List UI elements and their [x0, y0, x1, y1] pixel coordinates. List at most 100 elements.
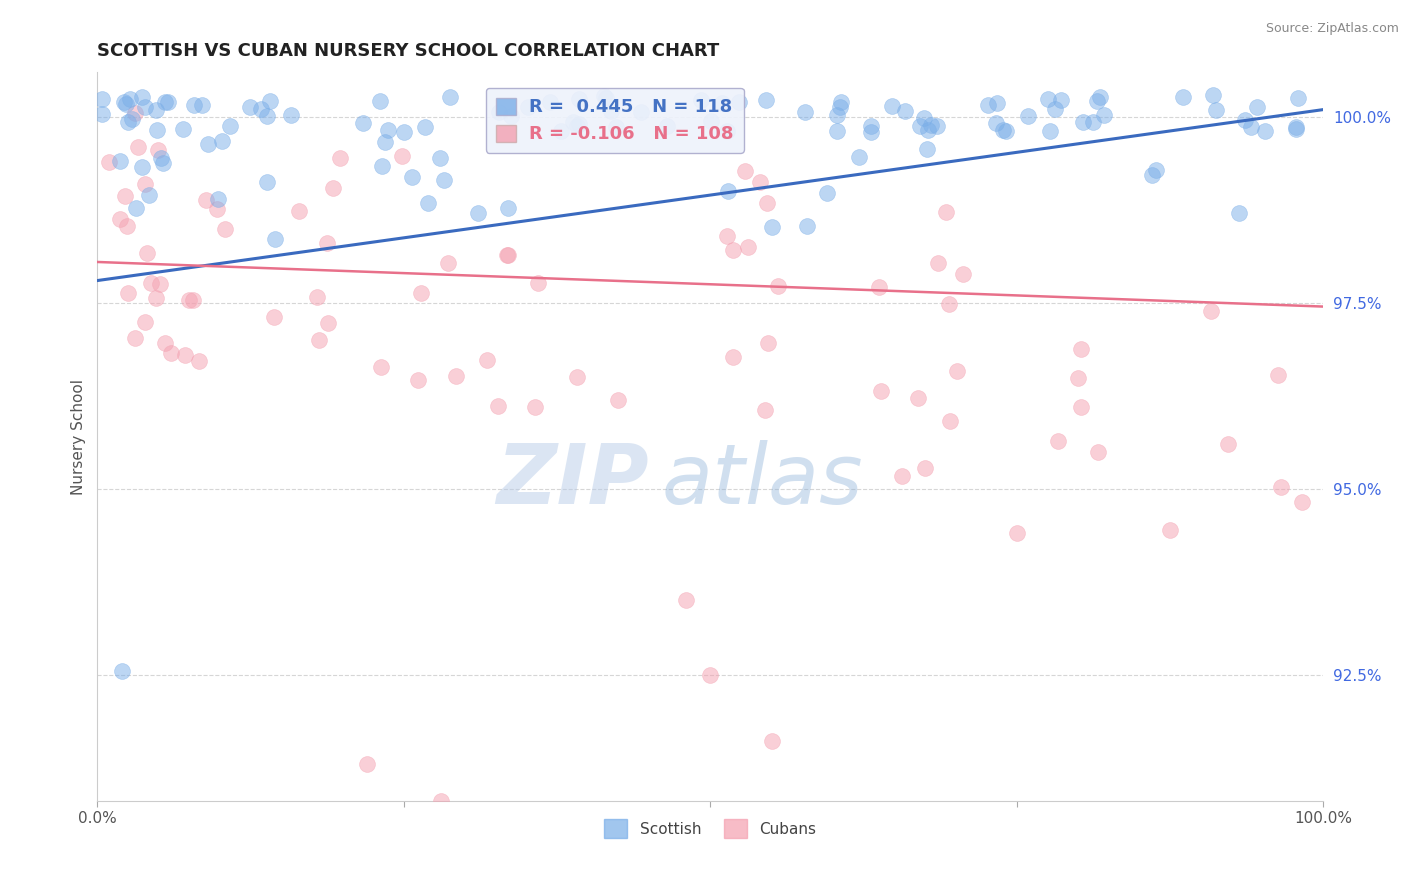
Point	[197, 136, 219, 151]
Text: atlas: atlas	[661, 440, 863, 521]
Point	[945, 364, 967, 378]
Point	[316, 235, 339, 250]
Point	[374, 135, 396, 149]
Point	[1087, 445, 1109, 459]
Point	[173, 348, 195, 362]
Point	[115, 96, 138, 111]
Point	[280, 108, 302, 122]
Point	[984, 116, 1007, 130]
Point	[134, 315, 156, 329]
Point	[699, 667, 721, 681]
Point	[177, 293, 200, 308]
Point	[413, 120, 436, 135]
Point	[308, 333, 330, 347]
Point	[828, 100, 851, 114]
Point	[486, 399, 509, 413]
Point	[401, 170, 423, 185]
Point	[249, 103, 271, 117]
Point	[98, 155, 121, 169]
Point	[406, 373, 429, 387]
Point	[1286, 91, 1309, 105]
Point	[305, 290, 328, 304]
Point	[439, 90, 461, 104]
Point	[498, 248, 520, 262]
Point	[488, 104, 510, 119]
Point	[1291, 494, 1313, 508]
Point	[749, 175, 772, 189]
Point	[893, 104, 915, 119]
Point	[134, 100, 156, 114]
Point	[912, 112, 935, 126]
Point	[1227, 205, 1250, 219]
Point	[917, 123, 939, 137]
Point	[409, 286, 432, 301]
Point	[737, 240, 759, 254]
Point	[723, 243, 745, 257]
Point	[710, 95, 733, 110]
Point	[108, 211, 131, 226]
Point	[830, 95, 852, 109]
Point	[675, 593, 697, 607]
Legend: Scottish, Cubans: Scottish, Cubans	[599, 814, 823, 844]
Point	[183, 98, 205, 112]
Point	[754, 403, 776, 417]
Point	[207, 192, 229, 206]
Point	[371, 159, 394, 173]
Y-axis label: Nursery School: Nursery School	[72, 378, 86, 495]
Point	[1205, 103, 1227, 117]
Point	[263, 310, 285, 324]
Point	[938, 414, 960, 428]
Point	[1071, 115, 1094, 129]
Point	[136, 245, 159, 260]
Point	[145, 103, 167, 117]
Point	[721, 350, 744, 364]
Point	[1043, 102, 1066, 116]
Point	[316, 316, 339, 330]
Point	[995, 124, 1018, 138]
Point	[523, 401, 546, 415]
Point	[986, 96, 1008, 111]
Point	[433, 173, 456, 187]
Point	[1092, 108, 1115, 122]
Point	[727, 95, 749, 109]
Point	[1159, 523, 1181, 537]
Point	[1039, 124, 1062, 138]
Point	[1142, 168, 1164, 182]
Point	[194, 193, 217, 207]
Point	[516, 100, 538, 114]
Point	[391, 148, 413, 162]
Point	[938, 297, 960, 311]
Point	[565, 370, 588, 384]
Point	[214, 222, 236, 236]
Point	[207, 202, 229, 216]
Point	[117, 114, 139, 128]
Point	[1246, 100, 1268, 114]
Point	[768, 278, 790, 293]
Point	[120, 92, 142, 106]
Point	[1267, 368, 1289, 382]
Point	[716, 124, 738, 138]
Point	[567, 119, 589, 133]
Point	[429, 794, 451, 808]
Point	[256, 175, 278, 189]
Point	[124, 105, 146, 120]
Point	[1070, 400, 1092, 414]
Point	[991, 122, 1014, 136]
Text: Source: ZipAtlas.com: Source: ZipAtlas.com	[1265, 22, 1399, 36]
Point	[1090, 90, 1112, 104]
Point	[139, 276, 162, 290]
Point	[761, 734, 783, 748]
Point	[859, 125, 882, 139]
Point	[952, 268, 974, 282]
Point	[125, 201, 148, 215]
Point	[108, 154, 131, 169]
Point	[756, 336, 779, 351]
Text: ZIP: ZIP	[496, 440, 650, 521]
Point	[370, 360, 392, 375]
Point	[977, 98, 1000, 112]
Point	[568, 92, 591, 106]
Point	[568, 117, 591, 131]
Point	[1049, 93, 1071, 107]
Point	[794, 105, 817, 120]
Point	[595, 91, 617, 105]
